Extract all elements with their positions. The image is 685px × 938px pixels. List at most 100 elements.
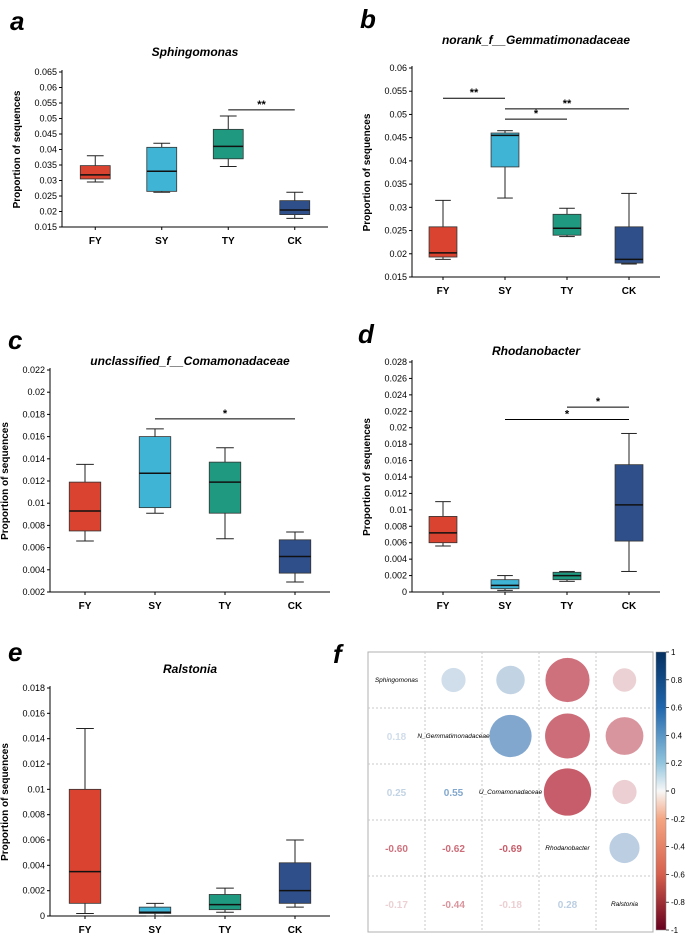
box-SY <box>490 579 520 590</box>
panel-letter: b <box>360 4 376 34</box>
x-tick-label: FY <box>79 925 92 936</box>
y-tick-label: 0.03 <box>389 202 407 212</box>
corr-circle <box>545 713 590 759</box>
y-tick-label: 0.045 <box>384 133 407 143</box>
significance-label: ** <box>563 98 572 110</box>
corr-value: -0.18 <box>499 900 522 911</box>
y-tick-label: 0.018 <box>384 439 407 449</box>
x-tick-label: SY <box>148 925 162 936</box>
box-CK <box>279 200 311 215</box>
panel-letter: c <box>8 325 23 355</box>
significance-label: ** <box>257 99 266 111</box>
y-tick-label: 0.05 <box>389 109 407 119</box>
box-SY <box>146 146 178 192</box>
box-CK <box>614 464 644 542</box>
box-SY <box>138 436 172 509</box>
y-tick-label: 0.008 <box>384 521 407 531</box>
colorbar-tick-label: -0.6 <box>671 870 685 879</box>
x-tick-label: TY <box>219 601 232 612</box>
box-TY <box>208 461 242 514</box>
colorbar-tick-label: 0.8 <box>671 676 683 685</box>
box-CK <box>278 862 312 904</box>
corr-value: -0.62 <box>442 844 465 855</box>
y-tick-label: 0 <box>40 911 45 921</box>
corr-variable-name: Ralstonia <box>611 901 638 908</box>
x-tick-label: FY <box>89 236 102 247</box>
corr-variable-name: Sphingomonas <box>375 677 419 684</box>
y-tick-label: 0.012 <box>22 476 45 486</box>
corr-value: 0.18 <box>387 732 407 743</box>
x-tick-label: CK <box>288 925 303 936</box>
y-tick-label: 0.018 <box>22 409 45 419</box>
y-tick-label: 0.016 <box>22 708 45 718</box>
x-tick-label: SY <box>498 286 512 297</box>
y-tick-label: 0.02 <box>39 207 57 217</box>
y-tick-label: 0.055 <box>384 86 407 96</box>
chart-title: Ralstonia <box>163 662 217 676</box>
chart-title: unclassified_f__Comamonadaceae <box>90 354 290 368</box>
panel-letter: a <box>10 6 24 36</box>
corr-circle <box>612 668 637 692</box>
y-tick-label: 0.014 <box>22 734 45 744</box>
box-FY <box>428 516 458 544</box>
chart-title: Rhodanobacter <box>492 344 581 358</box>
box-FY <box>68 481 102 532</box>
x-tick-label: CK <box>288 601 303 612</box>
y-axis-label: Proportion of sequences <box>0 422 11 540</box>
y-axis-label: Proportion of sequences <box>362 418 373 536</box>
box-FY <box>428 226 458 258</box>
y-tick-label: 0.016 <box>384 456 407 466</box>
corr-variable-name: U_Comamonadaceae <box>479 789 543 796</box>
box-FY <box>79 165 111 180</box>
significance-label: * <box>534 108 539 120</box>
chart-title: Sphingomonas <box>152 45 239 59</box>
y-tick-label: 0.008 <box>22 520 45 530</box>
x-tick-label: CK <box>622 286 637 297</box>
corr-value: -0.17 <box>385 900 408 911</box>
y-tick-label: 0.01 <box>27 498 45 508</box>
y-tick-label: 0.02 <box>389 249 407 259</box>
corr-variable-name: Rhodanobacter <box>545 845 590 852</box>
corr-circle <box>545 657 590 703</box>
corr-value: 0.55 <box>444 788 464 799</box>
corr-circle <box>489 714 532 758</box>
y-tick-label: 0.05 <box>39 114 57 124</box>
colorbar-tick-label: 1 <box>671 648 676 657</box>
y-tick-label: 0.035 <box>34 160 57 170</box>
y-tick-label: 0.018 <box>22 683 45 693</box>
box-TY <box>212 128 244 160</box>
x-tick-label: SY <box>155 236 169 247</box>
corr-value: -0.69 <box>499 844 522 855</box>
y-tick-label: 0.002 <box>384 571 407 581</box>
x-tick-label: TY <box>561 601 574 612</box>
x-tick-label: CK <box>288 236 303 247</box>
y-tick-label: 0.022 <box>22 365 45 375</box>
x-tick-label: CK <box>622 601 637 612</box>
corr-value: -0.44 <box>442 900 465 911</box>
corr-circle <box>609 832 640 864</box>
y-tick-label: 0.014 <box>22 454 45 464</box>
y-tick-label: 0.012 <box>384 488 407 498</box>
colorbar-tick-label: -0.2 <box>671 815 685 824</box>
y-tick-label: 0.014 <box>384 472 407 482</box>
y-tick-label: 0.012 <box>22 759 45 769</box>
corr-variable-name: N_Gemmatimonadaceae <box>417 733 490 740</box>
y-tick-label: 0.06 <box>39 83 57 93</box>
significance-label: * <box>565 409 570 421</box>
y-tick-label: 0.04 <box>39 145 57 155</box>
y-tick-label: 0.04 <box>389 156 407 166</box>
y-tick-label: 0.016 <box>22 432 45 442</box>
x-tick-label: FY <box>79 601 92 612</box>
box-TY <box>208 894 242 911</box>
y-tick-label: 0.045 <box>34 129 57 139</box>
significance-label: * <box>223 408 228 420</box>
y-tick-label: 0.006 <box>384 538 407 548</box>
colorbar-tick-label: 0.2 <box>671 759 683 768</box>
corr-circle <box>612 779 637 805</box>
y-tick-label: 0.06 <box>389 63 407 73</box>
chart-title: norank_f__Gemmatimonadaceae <box>442 33 630 47</box>
colorbar-tick-label: 0 <box>671 787 676 796</box>
y-tick-label: 0.022 <box>384 406 407 416</box>
x-tick-label: FY <box>437 286 450 297</box>
